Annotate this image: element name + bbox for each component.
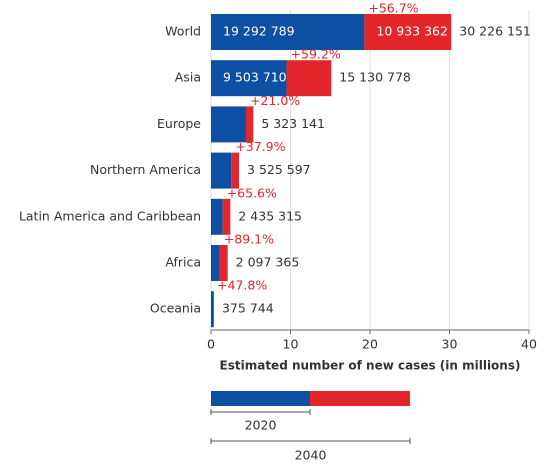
bar-segment xyxy=(219,245,228,281)
value-label: 9 503 710 xyxy=(223,70,287,85)
value-label: 10 933 362 xyxy=(376,24,448,39)
legend-label: 2040 xyxy=(295,448,327,463)
x-axis-label: Estimated number of new cases (in millio… xyxy=(220,359,521,373)
category-label: Africa xyxy=(165,255,201,270)
bar-segment xyxy=(211,198,223,235)
bar-segment xyxy=(211,106,246,143)
category-label: Latin America and Caribbean xyxy=(19,208,201,223)
x-tick-label: 30 xyxy=(442,337,458,352)
total-label: 2 435 315 xyxy=(238,208,302,223)
total-label: 15 130 778 xyxy=(339,70,411,85)
bar-segment xyxy=(211,152,232,189)
legend-label: 2020 xyxy=(245,418,277,433)
legend-swatch xyxy=(211,391,310,406)
bar-segment xyxy=(245,106,254,143)
legend-swatch xyxy=(310,391,410,406)
change-label: +89.1% xyxy=(224,232,274,247)
change-label: +59.2% xyxy=(291,47,341,62)
change-label: +56.7% xyxy=(368,1,418,16)
total-label: 30 226 151 xyxy=(459,24,531,39)
bar-segment xyxy=(211,60,287,97)
bar-segment xyxy=(222,198,231,235)
category-label: Oceania xyxy=(150,301,201,316)
change-label: +47.8% xyxy=(217,278,267,293)
total-label: 5 323 141 xyxy=(261,116,325,131)
category-label: Asia xyxy=(175,70,201,85)
bar-segment xyxy=(364,14,452,50)
total-label: 375 744 xyxy=(222,301,274,316)
x-tick-label: 10 xyxy=(283,337,299,352)
bar-segment xyxy=(286,60,332,97)
bar-segment xyxy=(211,245,220,281)
x-tick-label: 0 xyxy=(207,337,215,352)
x-tick-label: 20 xyxy=(362,337,378,352)
bar-segment xyxy=(211,14,365,50)
bar-segment xyxy=(231,152,240,189)
category-label: Northern America xyxy=(90,162,201,177)
category-label: World xyxy=(165,24,201,39)
x-tick-label: 40 xyxy=(521,337,537,352)
change-label: +21.0% xyxy=(250,93,300,108)
bar-segment xyxy=(211,291,214,328)
category-label: Europe xyxy=(157,116,201,131)
total-label: 3 525 597 xyxy=(247,162,311,177)
bar-segment xyxy=(213,291,214,328)
total-label: 2 097 365 xyxy=(236,255,300,270)
value-label: 19 292 789 xyxy=(223,24,295,39)
change-label: +37.9% xyxy=(235,139,285,154)
change-label: +65.6% xyxy=(227,185,277,200)
